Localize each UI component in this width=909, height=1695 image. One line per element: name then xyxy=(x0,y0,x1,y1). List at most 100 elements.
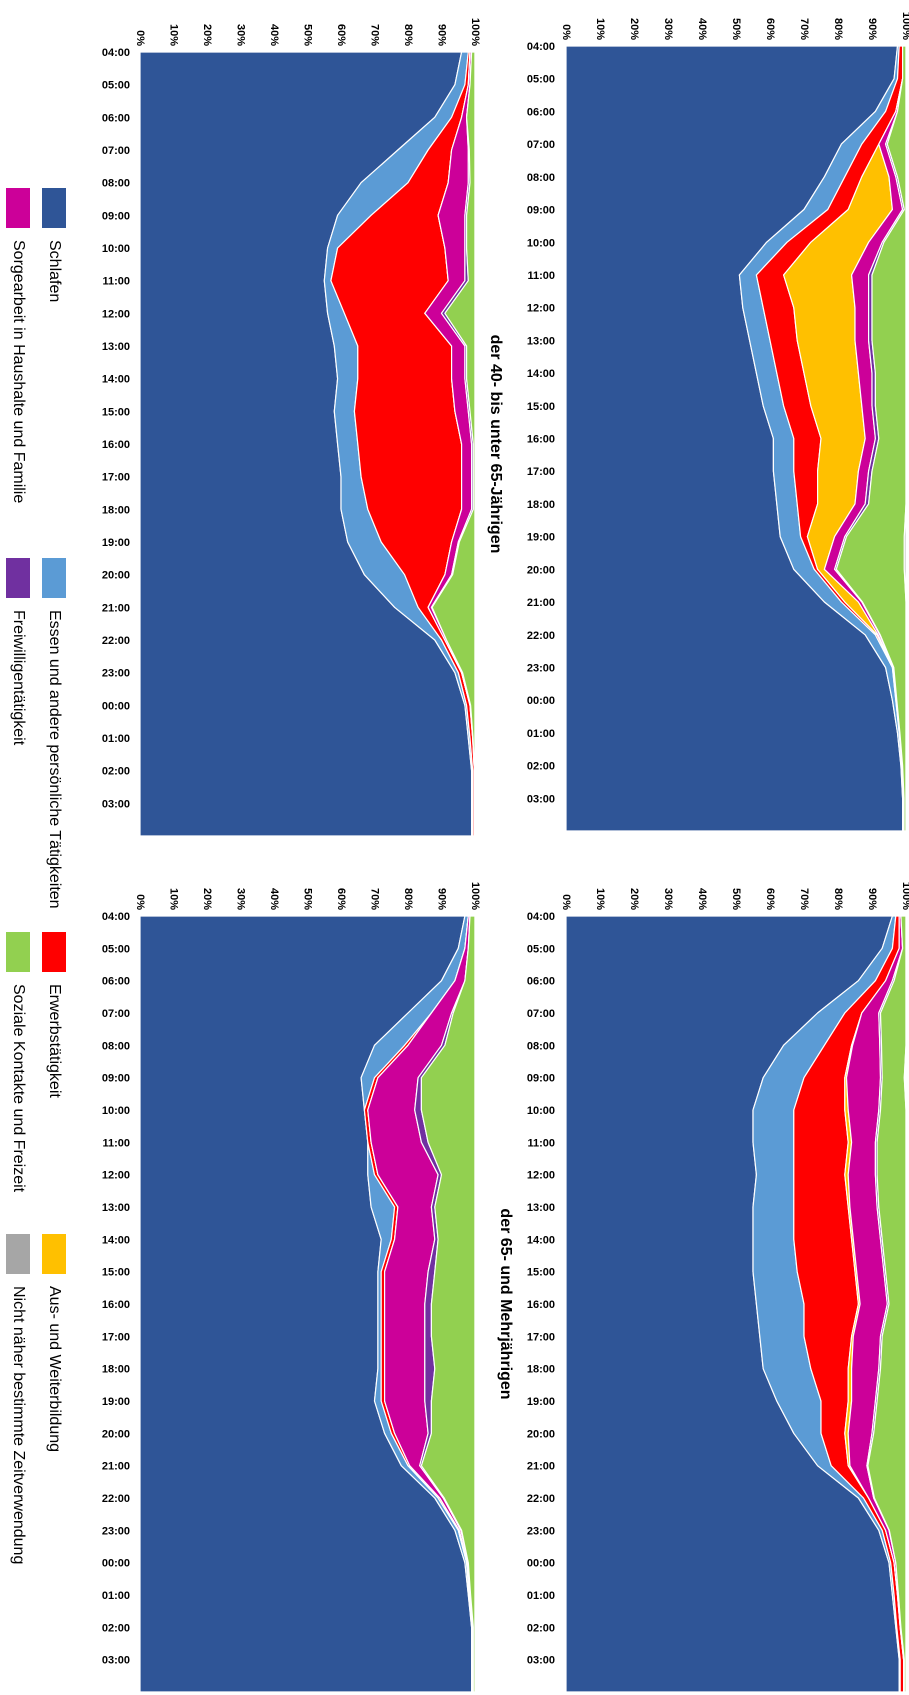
time-tick-label: 13:00 xyxy=(527,1202,555,1214)
time-tick-label: 12:00 xyxy=(102,1170,130,1182)
time-tick-label: 20:00 xyxy=(527,1428,555,1440)
time-tick-label: 06:00 xyxy=(102,112,130,124)
time-tick-label: 17:00 xyxy=(102,472,130,484)
time-tick-label: 01:00 xyxy=(527,1590,555,1602)
legend-swatch xyxy=(6,932,30,972)
legend-label: Essen und andere persönliche Tätigkeiten xyxy=(46,610,63,909)
time-tick-label: 02:00 xyxy=(102,1622,130,1634)
time-tick-label: 10:00 xyxy=(527,1105,555,1117)
value-tick-label: 80% xyxy=(832,888,844,910)
value-tick-label: 30% xyxy=(235,888,247,910)
time-tick-label: 21:00 xyxy=(527,597,555,609)
value-tick-label: 90% xyxy=(866,18,878,40)
time-tick-label: 18:00 xyxy=(527,499,555,511)
time-tick-label: 10:00 xyxy=(102,1105,130,1117)
time-tick-label: 16:00 xyxy=(527,1299,555,1311)
time-tick-label: 23:00 xyxy=(102,1525,130,1537)
time-tick-label: 04:00 xyxy=(102,911,130,923)
time-tick-label: 09:00 xyxy=(102,210,130,222)
legend-swatch xyxy=(42,1234,66,1274)
legend-item: Essen und andere persönliche Tätigkeiten xyxy=(42,558,66,909)
time-tick-label: 22:00 xyxy=(102,635,130,647)
value-tick-label: 90% xyxy=(866,888,878,910)
time-tick-label: 12:00 xyxy=(527,1170,555,1182)
value-tick-label: 50% xyxy=(302,888,314,910)
value-tick-label: 90% xyxy=(436,888,448,910)
legend-label: Nicht näher bestimmte Zeitverwendung xyxy=(10,1286,27,1564)
time-tick-label: 14:00 xyxy=(527,368,555,380)
time-tick-label: 03:00 xyxy=(527,793,555,805)
legend-item: Freiwilligentätigkeit xyxy=(6,558,30,746)
legend-item: Aus- und Weiterbildung xyxy=(42,1234,66,1452)
value-tick-label: 70% xyxy=(369,888,381,910)
time-tick-label: 04:00 xyxy=(102,47,130,59)
value-tick-label: 100% xyxy=(900,12,909,40)
legend-item: Nicht näher bestimmte Zeitverwendung xyxy=(6,1234,30,1564)
legend-label: Schlafen xyxy=(46,240,63,302)
legend-item: Sorgearbeit in Haushalte und Familie xyxy=(6,188,30,503)
time-tick-label: 08:00 xyxy=(102,1040,130,1052)
time-tick-label: 17:00 xyxy=(527,1331,555,1343)
time-tick-label: 05:00 xyxy=(527,74,555,86)
time-tick-label: 04:00 xyxy=(527,41,555,53)
time-tick-label: 19:00 xyxy=(102,1396,130,1408)
time-tick-label: 01:00 xyxy=(102,1590,130,1602)
value-tick-label: 60% xyxy=(335,24,347,46)
time-tick-label: 14:00 xyxy=(527,1234,555,1246)
time-tick-label: 06:00 xyxy=(527,976,555,988)
time-tick-label: 17:00 xyxy=(527,466,555,478)
time-tick-label: 13:00 xyxy=(527,335,555,347)
legend-item: Erwerbstätigkeit xyxy=(42,932,66,1098)
time-tick-label: 02:00 xyxy=(527,1622,555,1634)
value-tick-label: 70% xyxy=(798,18,810,40)
time-tick-label: 07:00 xyxy=(527,1008,555,1020)
time-tick-label: 00:00 xyxy=(102,1558,130,1570)
time-tick-label: 22:00 xyxy=(527,1493,555,1505)
time-tick-label: 14:00 xyxy=(102,374,130,386)
time-tick-label: 00:00 xyxy=(102,700,130,712)
value-tick-label: 10% xyxy=(594,18,606,40)
time-tick-label: 14:00 xyxy=(102,1234,130,1246)
time-tick-label: 15:00 xyxy=(102,1267,130,1279)
value-tick-label: 50% xyxy=(302,24,314,46)
time-tick-label: 00:00 xyxy=(527,1558,555,1570)
time-tick-label: 23:00 xyxy=(527,1525,555,1537)
value-tick-label: 0% xyxy=(134,30,146,46)
time-tick-label: 01:00 xyxy=(527,728,555,740)
legend-label: Soziale Kontakte und Freizeit xyxy=(10,984,27,1193)
value-tick-label: 40% xyxy=(268,888,280,910)
time-tick-label: 22:00 xyxy=(527,630,555,642)
legend-label: Sorgearbeit in Haushalte und Familie xyxy=(10,240,27,503)
time-tick-label: 15:00 xyxy=(102,406,130,418)
time-tick-label: 22:00 xyxy=(102,1493,130,1505)
value-tick-label: 60% xyxy=(764,888,776,910)
value-tick-label: 20% xyxy=(201,888,213,910)
time-tick-label: 11:00 xyxy=(102,1137,130,1149)
time-tick-label: 09:00 xyxy=(527,1073,555,1085)
time-tick-label: 08:00 xyxy=(102,178,130,190)
time-tick-label: 06:00 xyxy=(102,976,130,988)
time-tick-label: 21:00 xyxy=(102,1461,130,1473)
value-tick-label: 60% xyxy=(764,18,776,40)
time-tick-label: 10:00 xyxy=(102,243,130,255)
legend-layer: Schlafen Essen und andere persönliche Tät… xyxy=(6,188,66,1564)
legend-swatch xyxy=(6,1234,30,1274)
time-tick-label: 12:00 xyxy=(527,303,555,315)
area-nicht-näher-bestimmte-zeitverwendung xyxy=(903,915,907,1693)
time-tick-label: 09:00 xyxy=(527,205,555,217)
value-tick-label: 0% xyxy=(560,894,572,910)
time-tick-label: 15:00 xyxy=(527,401,555,413)
time-tick-label: 16:00 xyxy=(102,1299,130,1311)
time-tick-label: 15:00 xyxy=(527,1267,555,1279)
time-tick-label: 04:00 xyxy=(527,911,555,923)
time-tick-label: 07:00 xyxy=(102,1008,130,1020)
value-tick-label: 100% xyxy=(900,882,909,910)
value-tick-label: 30% xyxy=(662,888,674,910)
chart-panel-2: 0% 10% 20% 30% 40% 50% 60% 70% 80% 90% 100% 04:00 05… xyxy=(102,18,481,837)
time-tick-label: 20:00 xyxy=(102,570,130,582)
value-tick-label: 70% xyxy=(798,888,810,910)
value-tick-label: 90% xyxy=(436,24,448,46)
value-tick-label: 60% xyxy=(335,888,347,910)
legend-item: Schlafen xyxy=(42,188,66,302)
